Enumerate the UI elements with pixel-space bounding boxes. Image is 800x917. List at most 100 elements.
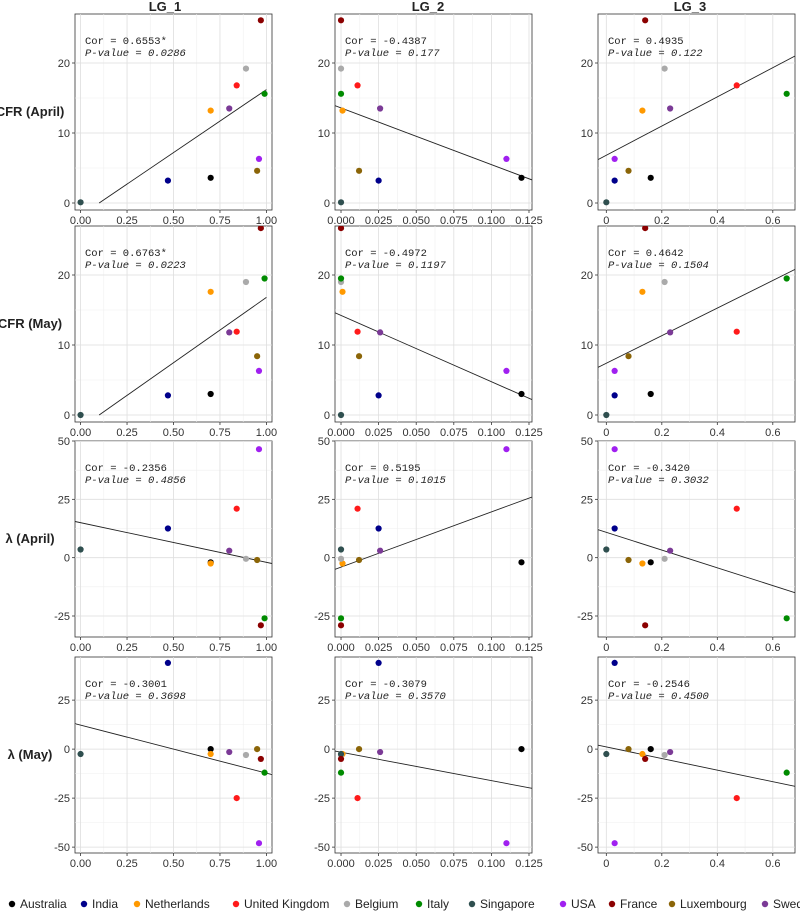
point-india <box>375 392 382 399</box>
y-tick-label: 50 <box>58 436 70 448</box>
point-united-kingdom <box>733 505 740 512</box>
point-usa <box>611 840 618 847</box>
legend-item-belgium: Belgium <box>343 897 398 911</box>
point-luxembourg <box>355 353 363 360</box>
correlation-label: Cor = 0.4935 <box>608 36 684 48</box>
legend-label: India <box>92 897 118 911</box>
x-tick-label: 0.2 <box>654 215 669 227</box>
point-india <box>375 177 382 184</box>
point-luxembourg <box>355 556 363 564</box>
point-united-kingdom <box>233 82 240 89</box>
point-luxembourg <box>355 746 363 753</box>
point-singapore <box>603 199 610 206</box>
point-netherlands <box>639 288 646 295</box>
panel-plot-area <box>75 14 272 210</box>
panel-frame <box>334 656 533 854</box>
point-luxembourg <box>625 353 632 360</box>
y-tick-label: 20 <box>58 58 70 70</box>
legend-swatch <box>8 900 16 908</box>
correlation-label: Cor = 0.6553* <box>85 36 167 48</box>
x-tick-label: 1.00 <box>256 215 277 227</box>
legend-label: France <box>620 897 658 911</box>
point-australia <box>647 390 654 398</box>
x-tick-label: 1.00 <box>256 427 277 439</box>
point-usa <box>503 155 510 162</box>
y-tick-label: 0 <box>587 553 593 565</box>
x-tick-label: 0 <box>603 427 609 439</box>
point-india <box>164 177 172 184</box>
column-title-1: LG_1 <box>149 0 182 14</box>
y-tick-label: -50 <box>577 842 593 854</box>
x-tick-label: 0.100 <box>478 427 506 439</box>
point-italy <box>783 769 790 776</box>
panel-plot-area <box>335 657 532 853</box>
point-india <box>611 392 618 399</box>
pvalue-label: P-value = 0.177 <box>345 48 440 60</box>
point-united-kingdom <box>233 795 240 802</box>
y-tick-label: 10 <box>581 128 593 140</box>
y-tick-label: -50 <box>314 842 330 854</box>
x-tick-label: 0.4 <box>710 642 725 654</box>
x-tick-label: 0.75 <box>209 642 230 654</box>
row-label-1: CFR (April) <box>0 104 64 119</box>
point-united-kingdom <box>733 82 740 89</box>
y-tick-label: 50 <box>581 436 593 448</box>
point-luxembourg <box>355 167 363 174</box>
point-france <box>642 622 649 629</box>
point-india <box>164 659 172 666</box>
point-australia <box>207 746 214 753</box>
point-united-kingdom <box>354 328 361 335</box>
x-tick-label: 0.00 <box>70 858 91 870</box>
y-tick-label: 25 <box>581 494 593 506</box>
point-luxembourg <box>625 746 632 753</box>
legend-item-singapore: Singapore <box>468 897 535 911</box>
regression-line <box>98 89 267 204</box>
legend-swatch <box>80 900 88 908</box>
row-label-4: λ (May) <box>8 747 53 762</box>
point-netherlands <box>639 560 646 567</box>
x-tick-label: 0.25 <box>116 858 137 870</box>
point-united-kingdom <box>354 795 361 802</box>
point-australia <box>518 559 525 566</box>
correlation-label: Cor = -0.3001 <box>85 679 167 691</box>
regression-line <box>75 723 272 776</box>
x-tick-label: 0.000 <box>327 642 355 654</box>
x-tick-label: 0.50 <box>163 642 184 654</box>
x-tick-label: 0.025 <box>365 642 393 654</box>
y-tick-label: 0 <box>64 198 70 210</box>
regression-line <box>335 496 532 570</box>
point-sweden <box>226 329 233 336</box>
point-luxembourg <box>625 167 632 174</box>
x-tick-label: 0 <box>603 858 609 870</box>
point-france <box>257 226 264 232</box>
point-luxembourg <box>254 353 261 360</box>
point-australia <box>647 174 654 181</box>
point-netherlands <box>639 107 646 114</box>
pvalue-label: P-value = 0.1197 <box>345 260 447 272</box>
point-usa <box>503 446 510 453</box>
y-tick-label: 20 <box>58 270 70 282</box>
pvalue-label: P-value = 0.1504 <box>608 260 709 272</box>
point-australia <box>518 390 525 398</box>
point-france <box>337 622 345 629</box>
correlation-label: Cor = 0.4642 <box>608 248 684 260</box>
legend-label: Netherlands <box>145 897 210 911</box>
x-tick-label: 0.25 <box>116 642 137 654</box>
point-usa <box>255 367 263 374</box>
panel-plot-area <box>598 226 795 422</box>
regression-line <box>335 750 532 789</box>
y-tick-label: 10 <box>581 340 593 352</box>
y-tick-label: -25 <box>314 793 330 805</box>
legend-swatch <box>232 900 240 908</box>
panel-plot-area <box>598 441 795 637</box>
x-tick-label: 0 <box>603 642 609 654</box>
panel-frame <box>334 225 533 423</box>
y-tick-label: 25 <box>318 494 330 506</box>
point-france <box>642 755 649 763</box>
point-united-kingdom <box>733 795 740 802</box>
